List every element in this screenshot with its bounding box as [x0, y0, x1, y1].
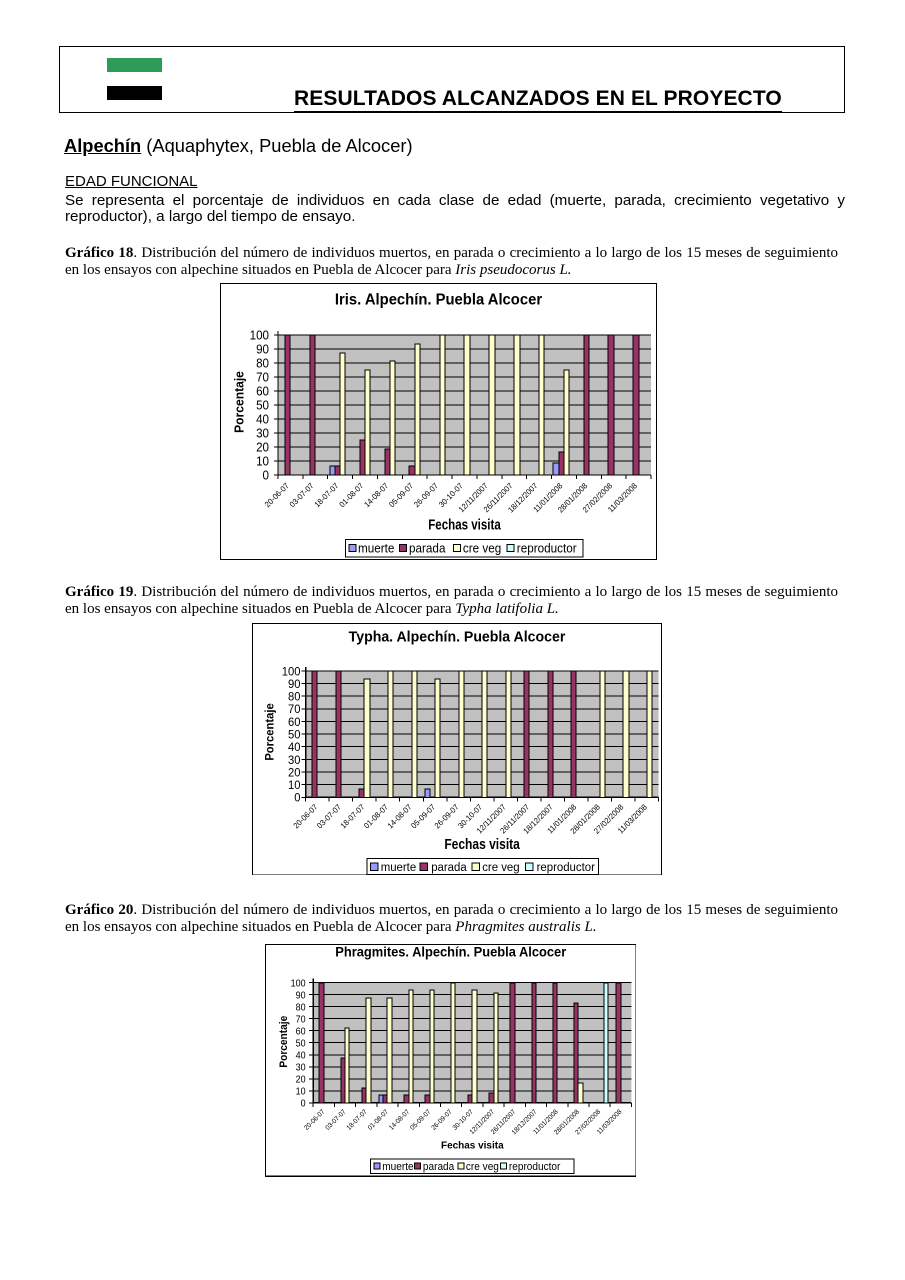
svg-text:80: 80: [288, 690, 301, 704]
svg-text:50: 50: [256, 398, 269, 413]
svg-text:Fechas visita: Fechas visita: [428, 516, 501, 533]
svg-text:Typha. Alpechín. Puebla Alcoce: Typha. Alpechín. Puebla Alcocer: [349, 628, 566, 645]
svg-text:Fechas visita: Fechas visita: [441, 1140, 504, 1151]
svg-text:90: 90: [295, 990, 305, 1002]
svg-text:Fechas visita: Fechas visita: [444, 835, 520, 851]
svg-text:70: 70: [288, 702, 301, 716]
svg-text:30: 30: [295, 1062, 305, 1074]
svg-text:cre veg: cre veg: [463, 541, 501, 555]
svg-text:10: 10: [295, 1086, 305, 1098]
svg-text:Porcentaje: Porcentaje: [277, 1016, 290, 1068]
svg-text:30: 30: [288, 753, 301, 767]
svg-text:70: 70: [295, 1014, 305, 1026]
svg-text:60: 60: [288, 715, 301, 729]
svg-text:Iris. Alpechín. Puebla Alcocer: Iris. Alpechín. Puebla Alcocer: [335, 291, 542, 308]
svg-text:Phragmites. Alpechín. Puebla A: Phragmites. Alpechín. Puebla Alcocer: [335, 944, 567, 960]
svg-text:0: 0: [294, 791, 301, 805]
svg-text:90: 90: [288, 677, 301, 691]
svg-text:cre veg: cre veg: [466, 1162, 499, 1173]
svg-text:parada: parada: [431, 859, 467, 874]
svg-text:muerte: muerte: [358, 541, 395, 555]
svg-text:100: 100: [290, 978, 305, 990]
svg-text:40: 40: [295, 1050, 305, 1062]
svg-text:50: 50: [295, 1038, 305, 1050]
svg-text:40: 40: [288, 740, 301, 754]
svg-text:0: 0: [300, 1098, 305, 1110]
svg-text:30: 30: [256, 426, 269, 441]
svg-text:parada: parada: [409, 541, 446, 555]
svg-text:10: 10: [288, 778, 301, 792]
svg-text:reproductor: reproductor: [509, 1162, 561, 1173]
svg-text:muerte: muerte: [381, 859, 417, 874]
svg-text:80: 80: [295, 1002, 305, 1014]
svg-text:100: 100: [282, 664, 301, 678]
svg-text:reproductor: reproductor: [517, 541, 577, 555]
svg-text:80: 80: [256, 356, 269, 371]
svg-text:20: 20: [256, 440, 269, 455]
svg-text:Porcentaje: Porcentaje: [263, 702, 277, 760]
svg-text:90: 90: [256, 342, 269, 357]
svg-text:muerte: muerte: [382, 1162, 414, 1173]
svg-text:70: 70: [256, 370, 269, 385]
svg-text:50: 50: [288, 728, 301, 742]
svg-text:parada: parada: [423, 1162, 455, 1173]
svg-text:cre veg: cre veg: [482, 859, 519, 874]
svg-text:reproductor: reproductor: [537, 859, 595, 874]
svg-text:0: 0: [263, 468, 270, 483]
svg-text:10: 10: [256, 454, 269, 469]
svg-text:60: 60: [295, 1026, 305, 1038]
svg-text:60: 60: [256, 384, 269, 399]
svg-text:Porcentaje: Porcentaje: [232, 371, 246, 433]
svg-text:20: 20: [288, 766, 301, 780]
svg-text:20: 20: [295, 1074, 305, 1086]
svg-text:100: 100: [250, 328, 270, 343]
svg-text:40: 40: [256, 412, 269, 427]
